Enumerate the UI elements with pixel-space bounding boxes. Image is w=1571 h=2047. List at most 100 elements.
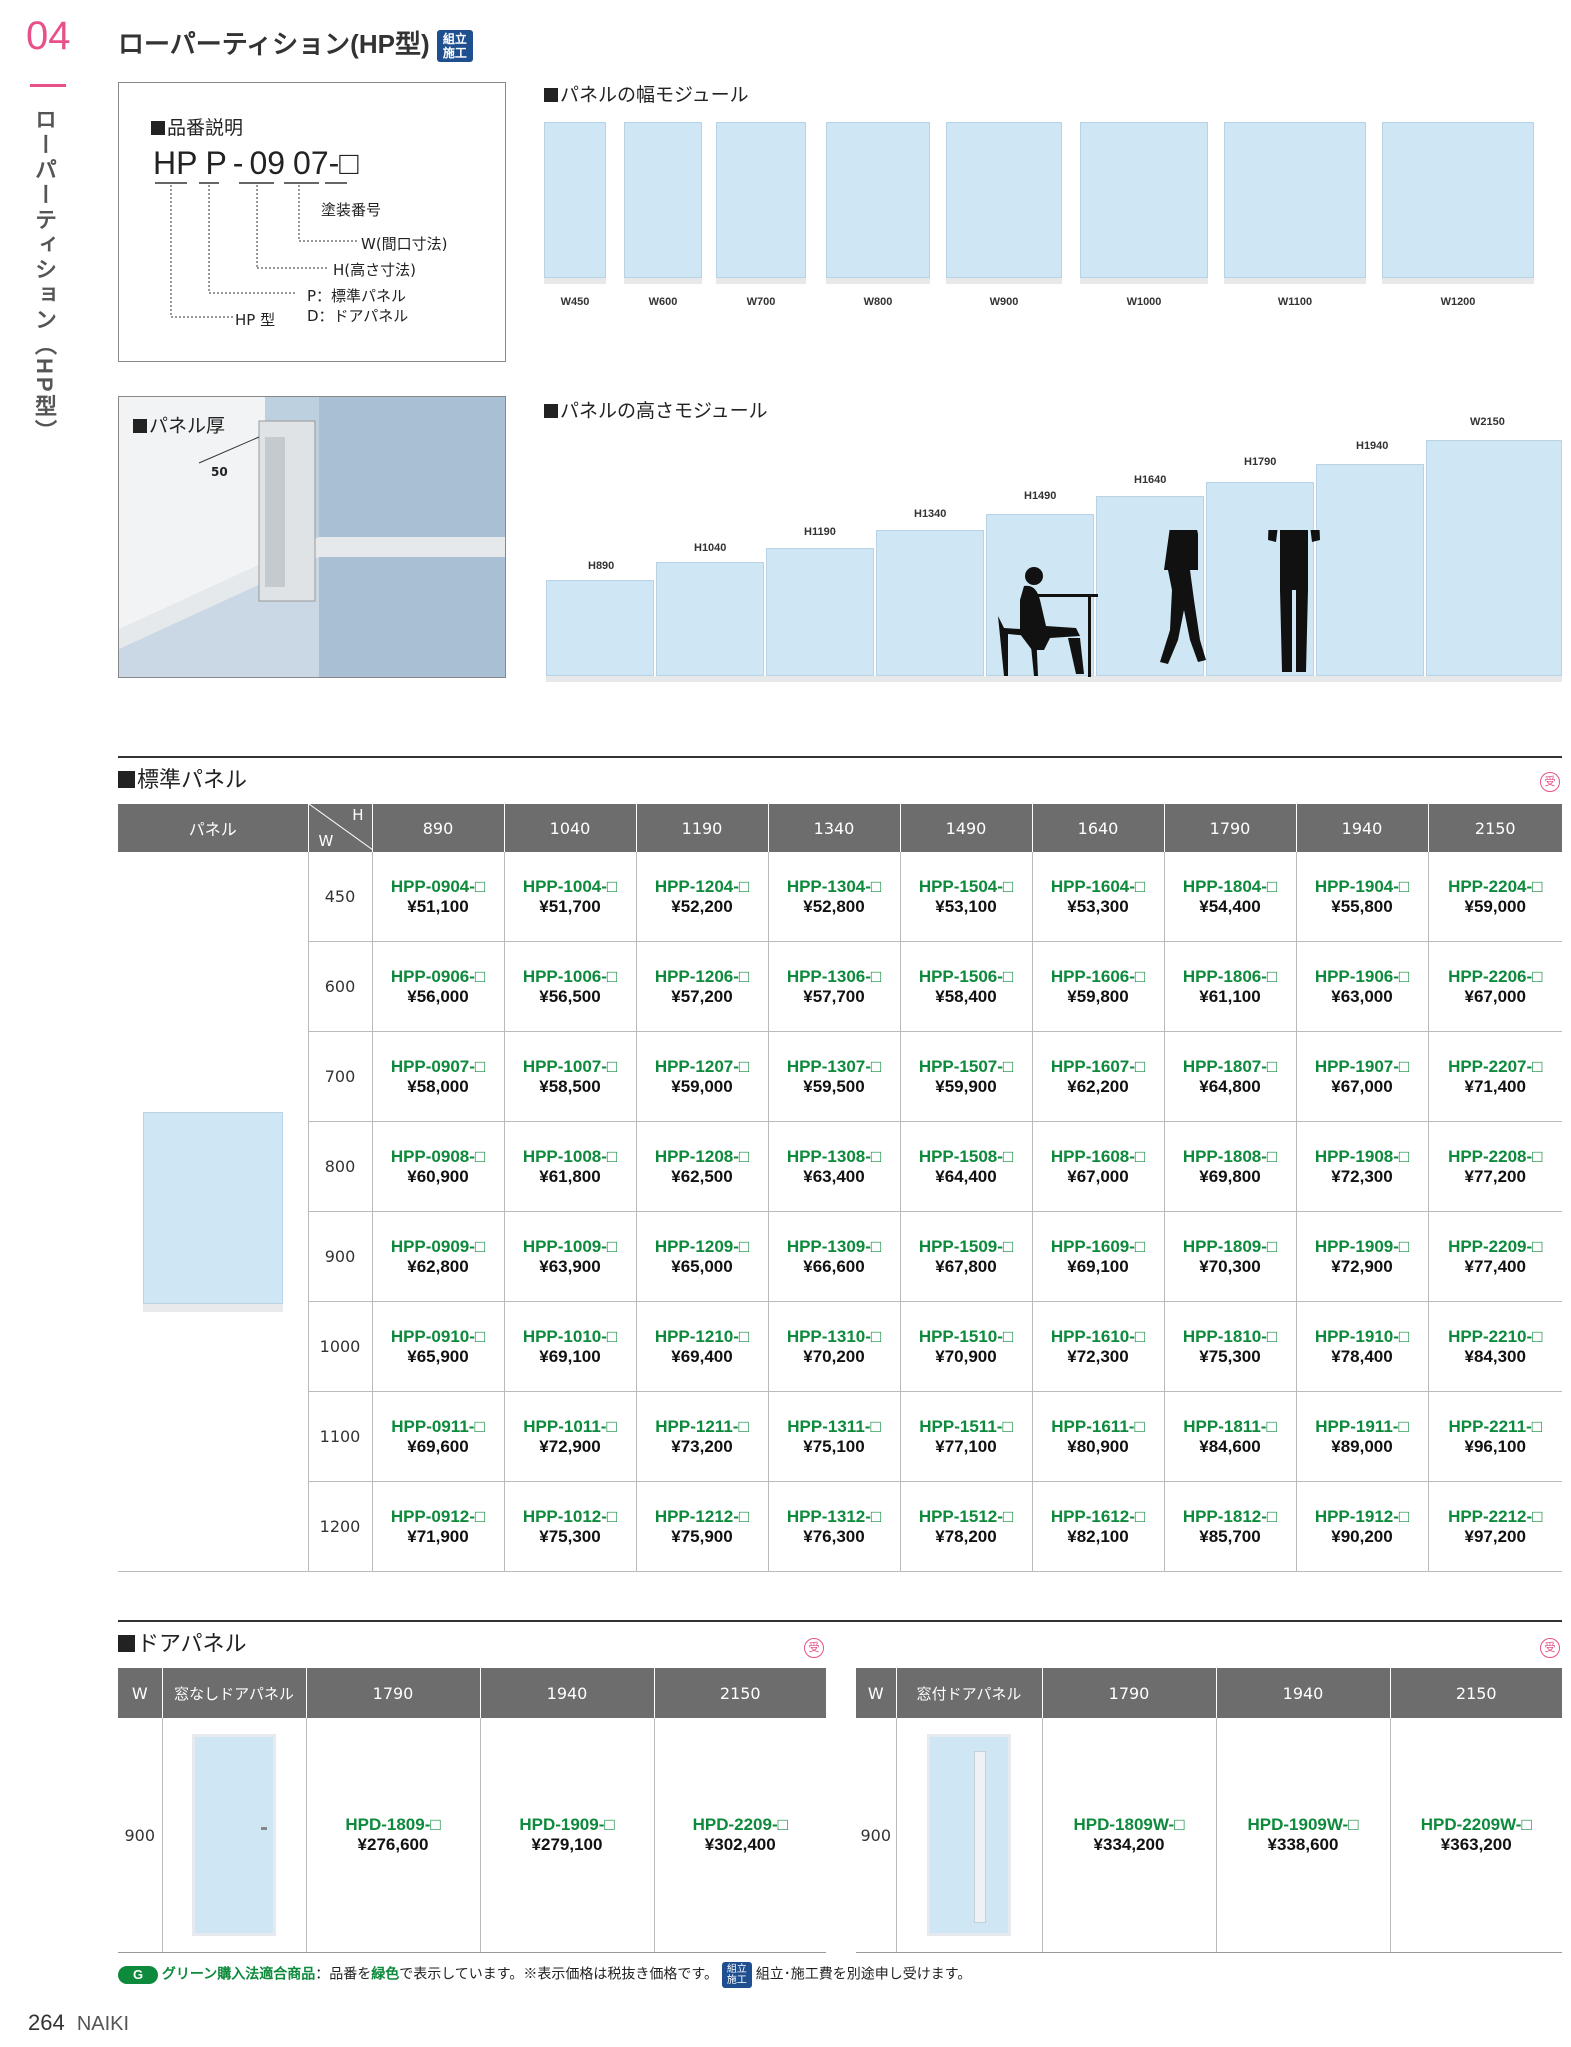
product-price: ¥69,800 — [1199, 1166, 1261, 1186]
price-cell: HPP-2204-□ ¥59,000 — [1428, 852, 1562, 942]
col-hw: H W — [308, 804, 373, 852]
product-price: ¥67,000 — [1331, 1076, 1393, 1096]
col-height: 2150 — [654, 1668, 826, 1718]
product-code: HPP-1311-□ — [787, 1416, 881, 1436]
product-code: HPP-2207-□ — [1448, 1056, 1543, 1076]
footer-text: ：品番を — [315, 1965, 372, 1982]
product-price: ¥302,400 — [704, 1835, 776, 1854]
col-panel: パネル — [118, 804, 309, 852]
height-label: H1940 — [1356, 440, 1389, 452]
people-silhouettes — [998, 530, 1320, 677]
price-cell: HPP-1310-□ ¥70,200 — [768, 1301, 901, 1392]
label-hp: HP 型 — [235, 311, 276, 329]
product-price: ¥69,400 — [671, 1346, 733, 1366]
product-code: HPP-1308-□ — [786, 1146, 882, 1166]
price-cell: HPP-1806-□ ¥61,100 — [1164, 941, 1297, 1032]
product-price: ¥85,700 — [1199, 1526, 1261, 1546]
product-code: HPP-1310-□ — [786, 1326, 882, 1346]
product-price: ¥77,400 — [1464, 1256, 1526, 1276]
price-cell: HPP-1007-□ ¥58,500 — [504, 1031, 637, 1122]
page-title-text: ローパーティション(HP型) — [118, 29, 430, 59]
product-price: ¥69,100 — [1067, 1256, 1129, 1276]
product-code: HPP-1508-□ — [918, 1146, 1014, 1166]
product-price: ¥70,300 — [1199, 1256, 1261, 1276]
product-price: ¥363,200 — [1440, 1835, 1512, 1854]
table-header-row: W 窓なしドアパネル 1790 1940 2150 — [118, 1668, 826, 1718]
product-price: ¥67,800 — [935, 1256, 997, 1276]
product-code: HPP-1309-□ — [786, 1236, 882, 1256]
table-row: 1100 HPP-0911-□ ¥69,600 HPP-1011-□ ¥72,900 HP… — [118, 1391, 1562, 1482]
product-code: HPP-1809-□ — [1182, 1236, 1278, 1256]
standard-heading: 標準パネル — [118, 762, 247, 794]
height-label: H1040 — [694, 542, 727, 554]
product-price: ¥71,900 — [407, 1526, 469, 1546]
product-price: ¥63,400 — [803, 1166, 865, 1186]
green-label: グリーン購入法適合商品 — [161, 1965, 316, 1982]
product-code: HPP-1608-□ — [1050, 1146, 1146, 1166]
product-price: ¥58,000 — [407, 1076, 469, 1096]
col-height: 1790 — [306, 1668, 481, 1718]
price-cell: HPP-1206-□ ¥57,200 — [636, 941, 769, 1032]
col-height: 1940 — [480, 1668, 655, 1718]
product-price: ¥65,000 — [671, 1256, 733, 1276]
table-row: 1200 HPP-0912-□ ¥71,900 HPP-1012-□ ¥75,300 HP… — [118, 1481, 1562, 1572]
col-w-label: W — [318, 832, 334, 850]
product-code: HPP-1211-□ — [655, 1416, 749, 1436]
product-price: ¥59,000 — [671, 1076, 733, 1096]
product-code: HPP-1504-□ — [918, 876, 1014, 896]
price-cell: HPP-1204-□ ¥52,200 — [636, 852, 769, 942]
price-cell: HPP-1208-□ ¥62,500 — [636, 1121, 769, 1212]
product-code: HPP-0907-□ — [390, 1056, 486, 1076]
product-code: HPP-1610-□ — [1050, 1326, 1146, 1346]
price-cell: HPD-2209-□ ¥302,400 — [654, 1718, 826, 1953]
price-cell: HPP-1004-□ ¥51,700 — [504, 852, 637, 942]
product-code: HPP-1210-□ — [654, 1326, 750, 1346]
product-code: HPD-1909-□ — [519, 1815, 615, 1834]
product-code: HPP-1806-□ — [1182, 966, 1278, 986]
product-code: HPP-1209-□ — [654, 1236, 750, 1256]
col-w: W — [856, 1668, 897, 1718]
product-code: HPP-2210-□ — [1448, 1326, 1543, 1346]
price-cell: HPP-1609-□ ¥69,100 — [1032, 1211, 1165, 1302]
product-code: HPP-1307-□ — [786, 1056, 882, 1076]
door-image-cell — [896, 1718, 1043, 1953]
w-cell: 900 — [856, 1718, 897, 1953]
product-code: HPP-2212-□ — [1448, 1506, 1543, 1526]
code-hp: HP — [153, 145, 198, 181]
width-module-heading: パネルの幅モジュール — [544, 80, 749, 107]
price-cell: HPP-1807-□ ¥64,800 — [1164, 1031, 1297, 1122]
price-cell: HPP-1606-□ ¥59,800 — [1032, 941, 1165, 1032]
width-label: W600 — [648, 296, 678, 308]
price-cell: HPP-1009-□ ¥63,900 — [504, 1211, 637, 1302]
part-number-code: HP P -09 07-□ — [153, 145, 359, 182]
w-cell: 1200 — [308, 1481, 373, 1572]
price-cell: HPD-1809W-□ ¥334,200 — [1042, 1718, 1217, 1953]
price-cell: HPP-1808-□ ¥69,800 — [1164, 1121, 1297, 1212]
price-cell: HPP-1211-□ ¥73,200 — [636, 1391, 769, 1482]
product-price: ¥77,200 — [1464, 1166, 1526, 1186]
footer-text: 組立･施工費を別途申し受けます。 — [755, 1965, 972, 1982]
table-row: 450 HPP-0904-□ ¥51,100 HPP-1004-□ ¥51,700 HPP… — [118, 852, 1562, 1572]
width-label: W700 — [746, 296, 776, 308]
product-code: HPP-1912-□ — [1314, 1506, 1410, 1526]
brand-name: NAIKI — [76, 2013, 130, 2035]
product-code: HPP-1611-□ — [1051, 1416, 1145, 1436]
w-cell: 1000 — [308, 1301, 373, 1392]
product-code: HPP-1604-□ — [1050, 876, 1146, 896]
product-code: HPP-1609-□ — [1050, 1236, 1146, 1256]
height-label: H890 — [588, 560, 615, 572]
product-price: ¥59,800 — [1067, 986, 1129, 1006]
product-code: HPP-1512-□ — [918, 1506, 1014, 1526]
product-price: ¥276,600 — [357, 1835, 429, 1854]
section-rule — [118, 756, 1562, 758]
price-cell: HPP-1207-□ ¥59,000 — [636, 1031, 769, 1122]
price-cell: HPP-2209-□ ¥77,400 — [1428, 1211, 1562, 1302]
price-cell: HPP-2210-□ ¥84,300 — [1428, 1301, 1562, 1392]
product-code: HPP-0910-□ — [390, 1326, 486, 1346]
product-code: HPP-1207-□ — [654, 1056, 750, 1076]
product-price: ¥57,700 — [803, 986, 865, 1006]
price-cell: HPD-2209W-□ ¥363,200 — [1390, 1718, 1562, 1953]
section-rule — [118, 1620, 1562, 1622]
product-code: HPP-2208-□ — [1448, 1146, 1543, 1166]
width-label: W1100 — [1277, 296, 1313, 308]
